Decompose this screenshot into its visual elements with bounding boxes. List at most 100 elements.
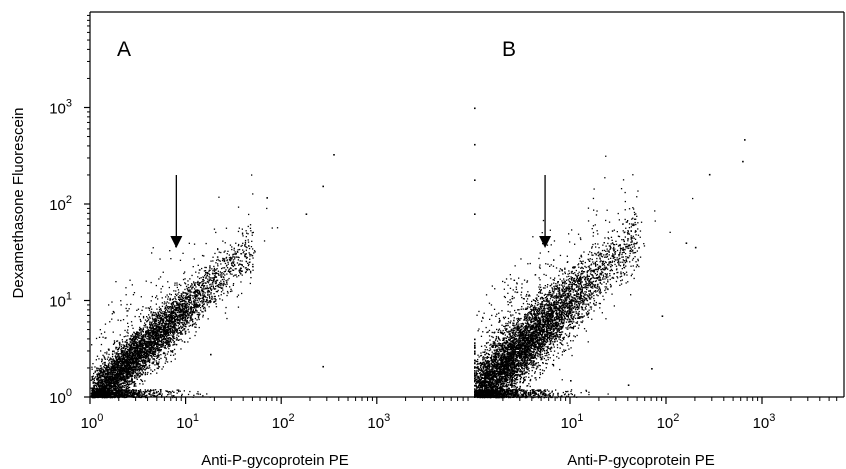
scatter-point <box>100 376 102 378</box>
scatter-point <box>153 320 155 322</box>
scatter-point <box>175 309 177 311</box>
scatter-point <box>173 290 175 292</box>
scatter-point <box>95 359 97 361</box>
scatter-point <box>168 348 170 350</box>
scatter-point <box>114 371 116 373</box>
scatter-point <box>126 387 128 389</box>
scatter-point <box>149 330 151 332</box>
scatter-point <box>126 363 128 366</box>
scatter-point <box>107 385 109 387</box>
scatter-point <box>189 324 192 327</box>
scatter-point <box>136 362 138 365</box>
scatter-point <box>223 292 225 295</box>
scatter-point <box>120 350 123 352</box>
scatter-point <box>185 307 188 309</box>
scatter-point <box>155 313 157 315</box>
scatter-point <box>129 375 131 377</box>
scatter-point <box>238 243 240 246</box>
scatter-point <box>176 329 179 332</box>
scatter-point <box>131 372 133 375</box>
scatter-point <box>108 377 111 380</box>
scatter-point <box>237 251 239 253</box>
scatter-point <box>218 295 220 297</box>
scatter-point <box>189 337 191 339</box>
scatter-point <box>133 344 135 346</box>
scatter-point <box>122 341 124 343</box>
scatter-point <box>168 334 170 336</box>
scatter-point <box>252 231 254 234</box>
scatter-point <box>125 381 127 383</box>
scatter-point <box>110 378 112 380</box>
scatter-point <box>109 373 111 375</box>
scatter-point <box>133 382 135 384</box>
scatter-point <box>142 347 144 349</box>
scatter-point <box>195 303 197 305</box>
scatter-point <box>154 312 157 314</box>
scatter-point <box>123 378 126 380</box>
scatter-point <box>184 322 186 324</box>
scatter-point <box>139 372 141 375</box>
scatter-point <box>100 333 103 335</box>
scatter-point <box>162 326 164 328</box>
scatter-point <box>130 343 133 346</box>
scatter-point <box>211 298 213 301</box>
scatter-point <box>112 389 115 391</box>
scatter-point <box>170 321 172 324</box>
scatter-point <box>169 306 171 309</box>
scatter-point <box>135 341 137 343</box>
scatter-point <box>184 316 186 318</box>
scatter-point <box>241 264 243 266</box>
scatter-point <box>213 295 216 298</box>
scatter-point <box>204 295 206 297</box>
scatter-point <box>117 388 119 390</box>
scatter-point <box>178 283 181 286</box>
scatter-point <box>160 346 162 348</box>
scatter-point <box>106 365 108 367</box>
scatter-point <box>178 304 180 307</box>
scatter-point <box>128 359 131 362</box>
scatter-point <box>195 300 197 302</box>
scatter-point <box>131 347 133 349</box>
scatter-point <box>195 331 197 333</box>
scatter-point <box>171 311 173 313</box>
scatter-point <box>137 333 139 335</box>
scatter-point <box>165 333 167 335</box>
scatter-point <box>125 335 127 337</box>
scatter-point <box>182 309 184 311</box>
scatter-point <box>135 375 137 377</box>
scatter-point <box>140 351 142 353</box>
scatter-point <box>241 292 243 295</box>
scatter-point <box>198 284 200 287</box>
scatter-point <box>135 365 137 367</box>
scatter-point <box>156 336 158 338</box>
scatter-point <box>151 317 154 319</box>
scatter-point <box>136 332 138 334</box>
scatter-point <box>196 319 198 321</box>
scatter-point <box>134 334 137 336</box>
scatter-point <box>124 329 126 332</box>
scatter-point <box>156 317 159 319</box>
scatter-point <box>99 382 102 384</box>
scatter-point <box>126 374 128 376</box>
scatter-point <box>115 372 118 375</box>
scatter-point <box>130 350 132 353</box>
scatter-point <box>116 372 118 374</box>
scatter-point <box>135 373 137 375</box>
scatter-point <box>182 326 184 328</box>
scatter-point <box>187 301 190 303</box>
scatter-point <box>171 307 173 310</box>
scatter-point <box>139 348 141 350</box>
scatter-point <box>193 304 195 306</box>
scatter-point <box>128 366 131 368</box>
scatter-point <box>170 258 172 260</box>
scatter-point <box>126 379 129 381</box>
scatter-point <box>99 381 101 383</box>
scatter-point <box>112 376 114 379</box>
scatter-point <box>180 330 182 332</box>
scatter-point <box>127 373 129 375</box>
scatter-point <box>166 320 168 322</box>
scatter-point <box>232 275 235 277</box>
scatter-point <box>160 345 162 347</box>
scatter-point <box>127 364 130 366</box>
scatter-point <box>156 308 158 310</box>
